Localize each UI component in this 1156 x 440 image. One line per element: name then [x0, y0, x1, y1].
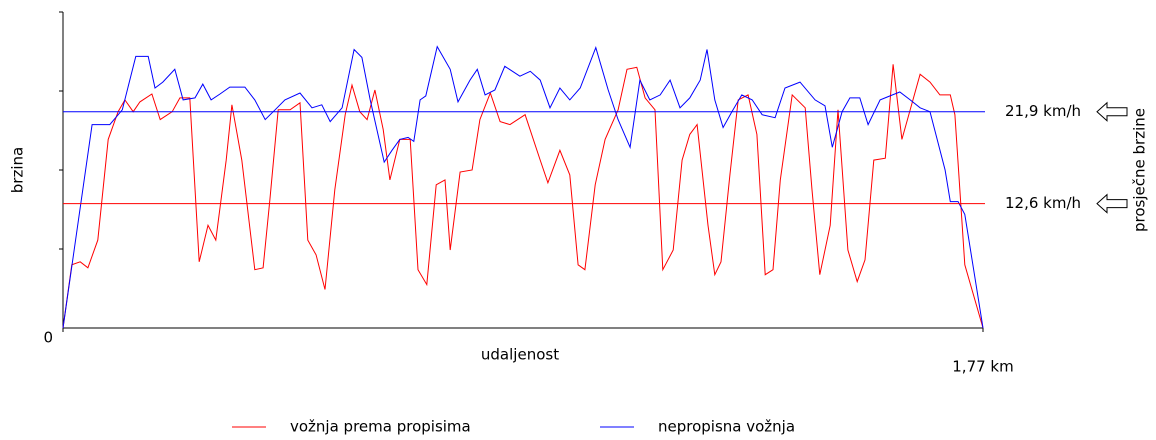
- average-value-label: 21,9 km/h: [1005, 102, 1081, 120]
- average-value-label: 12,6 km/h: [1005, 194, 1081, 212]
- data-line: [62, 64, 984, 329]
- data-line: [62, 45, 984, 329]
- average-label: prosječne brzine: [1131, 108, 1149, 232]
- arrow-icon: [1096, 193, 1128, 214]
- x-tick-label: 0: [43, 329, 53, 347]
- y-axis-label: brzina: [9, 147, 27, 193]
- x-tick-label: 1,77 km: [952, 358, 1013, 376]
- x-axis-label: udaljenost: [481, 346, 559, 364]
- legend-label: nepropisna vožnja: [658, 418, 795, 436]
- legend-label: vožnja prema propisima: [290, 418, 471, 436]
- arrow-icon: [1096, 101, 1128, 122]
